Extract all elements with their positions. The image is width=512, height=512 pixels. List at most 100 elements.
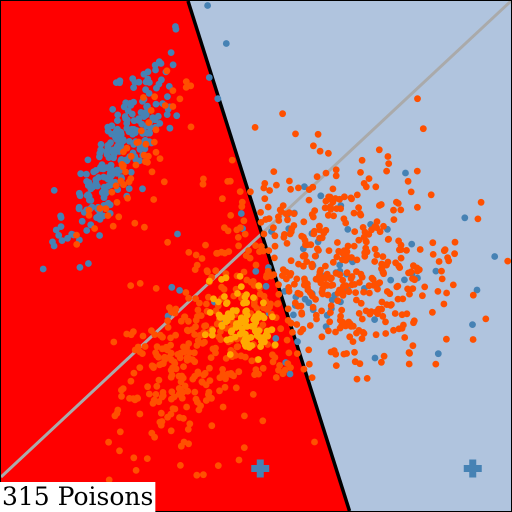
data-point (105, 476, 113, 484)
data-point (264, 203, 272, 211)
data-point (255, 314, 262, 321)
data-point (252, 267, 260, 275)
data-point (127, 152, 135, 160)
data-point (374, 285, 381, 293)
data-point (366, 289, 373, 297)
data-point (206, 377, 214, 384)
data-point (308, 263, 316, 271)
data-point (131, 219, 139, 227)
data-point (351, 228, 359, 236)
data-point (313, 173, 321, 181)
data-point (255, 327, 262, 335)
data-point (469, 321, 476, 328)
data-point (316, 226, 323, 234)
data-point (283, 275, 290, 283)
data-point (132, 161, 140, 169)
data-point (155, 376, 163, 384)
data-point (155, 58, 163, 65)
data-point (216, 374, 224, 382)
data-point (228, 156, 236, 164)
data-point (186, 355, 194, 363)
data-point (349, 338, 357, 345)
data-point (306, 322, 314, 329)
data-point (49, 238, 56, 246)
data-point (438, 275, 446, 283)
data-point (210, 295, 217, 303)
data-point (482, 315, 490, 323)
data-point (113, 199, 121, 206)
data-point (340, 350, 348, 358)
data-point (200, 175, 207, 183)
data-point (85, 206, 93, 214)
data-point (293, 350, 301, 357)
data-point (125, 128, 133, 136)
data-point (123, 144, 131, 152)
data-point (182, 78, 190, 85)
data-point (187, 123, 195, 131)
data-point (441, 246, 449, 254)
data-point (138, 120, 146, 128)
data-point (408, 240, 416, 248)
data-point (324, 211, 332, 219)
data-point (401, 334, 409, 341)
data-point (328, 296, 336, 304)
data-point (64, 234, 71, 242)
data-point (155, 80, 163, 88)
data-point (385, 235, 392, 243)
data-point (275, 290, 283, 298)
data-point (172, 305, 180, 313)
data-point (325, 149, 332, 157)
data-point (355, 310, 363, 317)
data-point (110, 154, 117, 162)
data-point (57, 214, 65, 221)
data-point (399, 295, 407, 303)
data-point (102, 189, 110, 196)
data-point (146, 129, 154, 137)
data-point (223, 299, 231, 306)
data-point (329, 198, 337, 206)
data-point (202, 241, 209, 249)
data-point (115, 213, 123, 221)
data-point (368, 274, 376, 282)
data-point (357, 169, 364, 176)
data-point (275, 217, 283, 224)
data-point (340, 247, 348, 255)
data-point (142, 140, 150, 148)
data-point (445, 257, 453, 265)
data-point (290, 311, 297, 319)
data-point (271, 242, 279, 250)
data-point (380, 270, 387, 278)
data-point (373, 251, 381, 259)
plus-vertical (469, 459, 477, 478)
data-point (123, 116, 131, 124)
data-point (316, 268, 324, 276)
data-point (356, 360, 364, 368)
data-point (259, 417, 267, 425)
data-point (355, 236, 363, 244)
data-point (132, 467, 140, 474)
data-point (322, 197, 330, 205)
data-point (257, 219, 265, 226)
data-point (286, 370, 294, 378)
data-point (206, 364, 213, 372)
data-point (284, 360, 292, 368)
data-point (169, 103, 177, 110)
data-point (275, 366, 282, 374)
data-point (219, 195, 226, 203)
data-point (304, 286, 312, 294)
data-point (83, 227, 91, 234)
data-point (342, 282, 350, 290)
data-point (173, 112, 181, 120)
data-point (166, 124, 174, 132)
data-point (300, 262, 307, 270)
data-point (461, 214, 469, 222)
data-point (344, 226, 352, 233)
data-point (238, 198, 246, 206)
data-point (153, 382, 161, 390)
data-point (358, 156, 366, 164)
data-point (83, 170, 90, 178)
data-point (318, 234, 326, 242)
data-point (55, 231, 63, 239)
data-point (263, 306, 271, 313)
